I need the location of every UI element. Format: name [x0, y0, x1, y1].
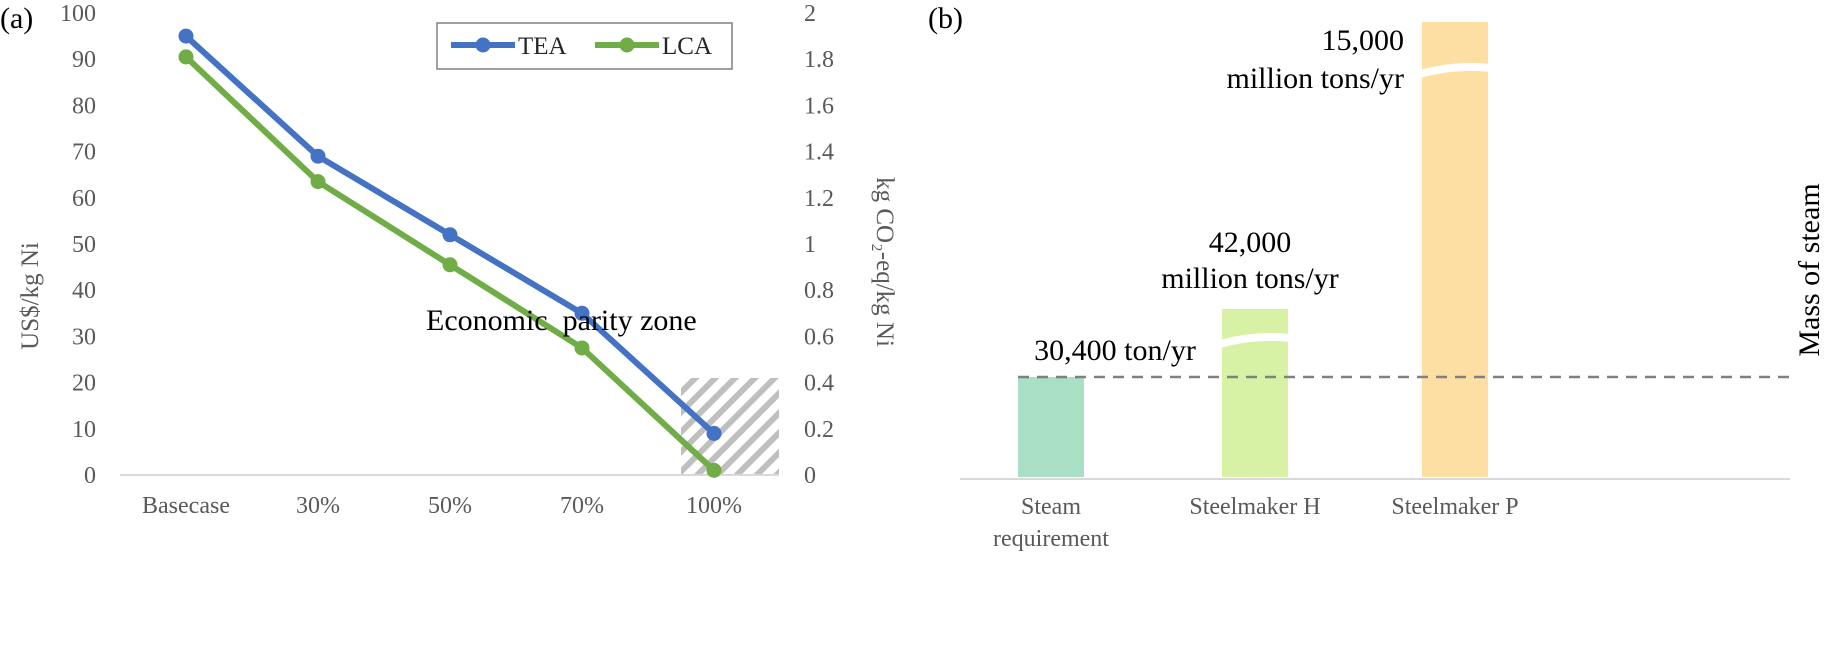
data-point-lca [178, 49, 194, 65]
bar-1 [1018, 377, 1084, 477]
y-tick-left: 70 [72, 140, 96, 166]
legend: TEA LCA [436, 22, 733, 70]
y-tick-left: 30 [72, 324, 96, 350]
legend-entry-lca: LCA [662, 33, 712, 60]
bar-3 [1422, 22, 1488, 477]
y-tick-right: 0.2 [804, 417, 834, 443]
y-tick-left: 100 [60, 1, 96, 27]
legend-marker-lca-dot [619, 37, 635, 53]
panel-b-bar-chart: (b) Mass of steam 30,400 ton/yr42,000mil… [928, 2, 1826, 552]
y-axis-label-left: US$/kg Ni [17, 242, 44, 350]
y-tick-left: 0 [84, 463, 96, 489]
category-label: Steam [1021, 494, 1081, 520]
category-label: Steelmaker P [1391, 494, 1518, 520]
bar-value-label: million tons/yr [1226, 62, 1404, 95]
panel-a-label: (a) [0, 2, 33, 35]
x-tick-label: 30% [296, 493, 340, 519]
bar-value-label: million tons/yr [1161, 262, 1339, 295]
economic-parity-zone-label: Economic parity zone [426, 304, 697, 337]
data-point-tea [310, 148, 326, 164]
y-tick-right: 0 [804, 463, 816, 489]
x-tick-label: 50% [428, 493, 472, 519]
axis-break-mark [1420, 62, 1490, 78]
data-point-tea [178, 28, 194, 44]
y-tick-right: 1.2 [804, 186, 834, 212]
y-tick-left: 50 [72, 232, 96, 258]
economic-parity-zone [681, 377, 779, 475]
data-point-tea [706, 425, 722, 441]
data-point-tea [574, 305, 590, 321]
x-tick-label: 70% [560, 493, 604, 519]
y-tick-left: 80 [72, 93, 96, 119]
panel-b-label: (b) [928, 2, 963, 35]
bar-value-label: 15,000 [1322, 24, 1405, 57]
category-label: Steelmaker H [1189, 494, 1320, 520]
y-tick-left: 40 [72, 278, 96, 304]
bar-value-label: 42,000 [1209, 226, 1292, 259]
y-tick-right: 0.6 [804, 324, 834, 350]
axis-break-mark [1220, 332, 1290, 348]
legend-entry-tea: TEA [518, 33, 567, 60]
data-point-tea [442, 227, 458, 243]
category-label: requirement [993, 526, 1109, 552]
y-tick-left: 60 [72, 186, 96, 212]
y-tick-right: 0.8 [804, 278, 834, 304]
data-point-lca [574, 340, 590, 356]
data-point-lca [442, 257, 458, 273]
x-tick-label: Basecase [142, 493, 230, 519]
data-point-lca [706, 462, 722, 478]
y-tick-right: 0.4 [804, 371, 834, 397]
y-tick-right: 1.4 [804, 140, 834, 166]
y-axis-label-mass-of-steam: Mass of steam [1793, 183, 1826, 356]
y-tick-left: 90 [72, 47, 96, 73]
y-tick-right: 2 [804, 1, 816, 27]
y-tick-right: 1.6 [804, 93, 834, 119]
legend-marker-tea-dot [475, 37, 491, 53]
y-tick-right: 1.8 [804, 47, 834, 73]
y-tick-right: 1 [804, 232, 816, 258]
y-axis-label-right: kg CO₂-eq/kg Ni [871, 177, 898, 347]
y-tick-left: 20 [72, 371, 96, 397]
bar-value-label: 30,400 ton/yr [1034, 334, 1196, 367]
panel-a-line-chart: (a) US$/kg Ni kg CO₂-eq/kg Ni 0102030405… [0, 1, 898, 519]
y-tick-left: 10 [72, 417, 96, 443]
x-tick-label: 100% [686, 493, 742, 519]
data-point-lca [310, 174, 326, 190]
